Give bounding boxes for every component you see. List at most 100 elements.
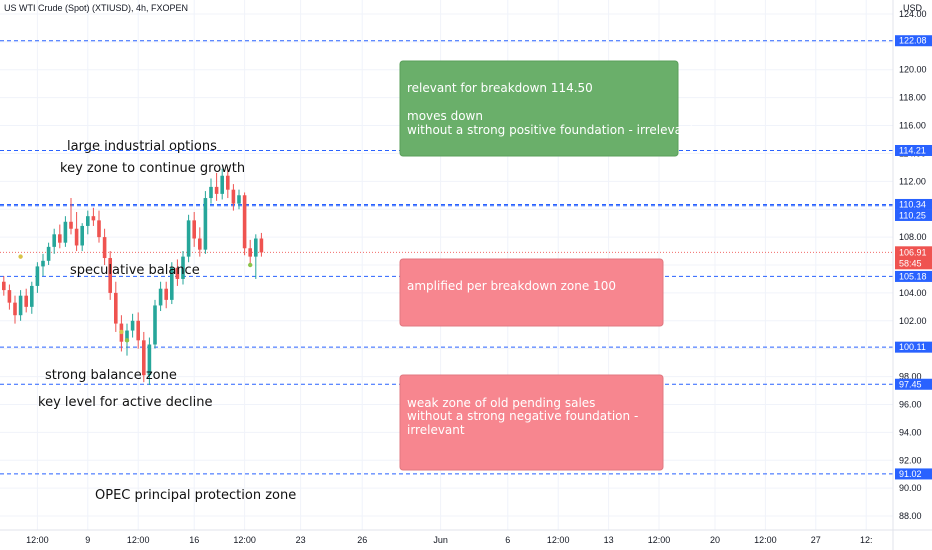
level-price-tag bbox=[895, 378, 932, 390]
price-tick-label: 102.00 bbox=[899, 316, 927, 326]
time-tick-label: 13 bbox=[604, 535, 614, 545]
time-tick-label: 12:00 bbox=[26, 535, 49, 545]
signal-marker bbox=[124, 338, 130, 343]
level-price-tag bbox=[895, 270, 932, 282]
level-price-tag-label: 91.02 bbox=[899, 469, 922, 479]
level-price-tag-label: 100.11 bbox=[899, 342, 926, 352]
price-tick-label: 98.00 bbox=[899, 372, 922, 382]
time-tick-label: 12:00 bbox=[127, 535, 150, 545]
time-tick-label: 26 bbox=[357, 535, 367, 545]
green-note-box[interactable] bbox=[399, 60, 679, 157]
candle-body bbox=[18, 295, 23, 316]
chart-title: US WTI Crude (Spot) (XTIUSD), 4h, FXOPEN bbox=[4, 3, 188, 13]
red-note-box-lower[interactable] bbox=[399, 374, 664, 471]
time-tick-label: 6 bbox=[505, 535, 510, 545]
time-tick-label: 12:00 bbox=[754, 535, 777, 545]
candle-body bbox=[86, 216, 90, 226]
level-price-tag-label: 105.18 bbox=[899, 271, 927, 281]
red-lower-note-line-3: irrelevant bbox=[407, 423, 465, 437]
countdown-timer: 58:45 bbox=[899, 258, 922, 268]
level-price-tag bbox=[895, 341, 932, 353]
level-price-tag-label: 97.45 bbox=[899, 379, 922, 389]
level-price-tag bbox=[895, 468, 932, 480]
candle-body bbox=[58, 234, 62, 243]
candle-body bbox=[242, 195, 247, 249]
annotation-key-zone-growth: key zone to continue growth bbox=[60, 161, 245, 176]
candle-body bbox=[35, 266, 40, 286]
price-tick-label: 88.00 bbox=[899, 511, 922, 521]
signal-marker bbox=[248, 262, 253, 268]
candle-body bbox=[158, 288, 163, 306]
candle-body bbox=[130, 320, 135, 331]
level-lines bbox=[0, 40, 893, 475]
current-price-label: 106.91 bbox=[899, 247, 927, 257]
candle-body bbox=[136, 320, 140, 341]
red-note-box-upper[interactable] bbox=[399, 258, 664, 327]
green-note-line-4: without a strong positive foundation - i… bbox=[407, 123, 695, 137]
annotation-large-industrial-options: large industrial options bbox=[67, 139, 217, 154]
candle-body bbox=[102, 237, 107, 259]
candle-body bbox=[192, 220, 196, 239]
candle-body bbox=[114, 292, 118, 324]
candle-body bbox=[153, 305, 157, 345]
price-tick-label: 116.00 bbox=[899, 121, 926, 131]
candle-body bbox=[186, 220, 191, 257]
candle-body bbox=[164, 288, 168, 300]
time-tick-label: 12:00 bbox=[547, 535, 570, 545]
candle-body bbox=[125, 330, 129, 342]
signal-markers bbox=[18, 254, 253, 343]
red-lower-note-line-1: weak zone of old pending sales bbox=[407, 396, 595, 410]
price-tick-label: 92.00 bbox=[899, 455, 922, 465]
signal-marker bbox=[119, 329, 124, 335]
price-tick-label: 104.00 bbox=[899, 288, 927, 298]
level-price-tag-label: 110.34 bbox=[899, 199, 926, 209]
time-axis[interactable]: 12:00 9 12:00 16 12:00 23 26 Jun 6 12:00 13 12:00 20… bbox=[26, 535, 872, 545]
time-tick-label: 12:00 bbox=[648, 535, 671, 545]
candle-body bbox=[203, 198, 208, 250]
red-lower-note-line-2: without a strong negative foundation - bbox=[407, 409, 638, 423]
candle-body bbox=[259, 238, 264, 253]
candle-body bbox=[198, 238, 202, 250]
candle-body bbox=[231, 189, 236, 204]
price-tick-label: 108.00 bbox=[899, 232, 927, 242]
level-price-tag bbox=[895, 35, 932, 47]
time-tick-label: 16 bbox=[189, 535, 199, 545]
candle-body bbox=[108, 258, 112, 293]
level-price-tag bbox=[895, 144, 932, 156]
price-tick-label: 118.00 bbox=[899, 93, 926, 103]
candle-body bbox=[30, 285, 34, 307]
price-tick-label: 96.00 bbox=[899, 399, 922, 409]
candle-body bbox=[1, 281, 6, 291]
time-tick-label: 9 bbox=[85, 535, 90, 545]
candle-body bbox=[209, 186, 213, 199]
time-tick-label: Jun bbox=[433, 535, 448, 545]
price-tick-label: 124.00 bbox=[899, 9, 927, 19]
note-boxes: relevant for breakdown 114.50 moves down… bbox=[399, 60, 695, 471]
candle-body bbox=[97, 220, 101, 238]
annotations: large industrial options key zone to con… bbox=[38, 139, 296, 503]
candle-body bbox=[63, 221, 68, 243]
time-tick-label: 20 bbox=[710, 535, 720, 545]
level-price-tag-label: 114.21 bbox=[899, 145, 926, 155]
candle-body bbox=[254, 238, 258, 257]
candle-body bbox=[220, 175, 224, 194]
time-tick-label: 12: bbox=[860, 535, 873, 545]
candle-body bbox=[181, 256, 185, 279]
candle-body bbox=[248, 248, 252, 257]
candle-body bbox=[13, 302, 17, 316]
time-tick-label: 23 bbox=[296, 535, 306, 545]
candle-body bbox=[175, 267, 180, 279]
candle-body bbox=[52, 234, 56, 247]
time-tick-label: 27 bbox=[811, 535, 821, 545]
price-tick-label: 112.00 bbox=[899, 176, 926, 186]
candle-body bbox=[80, 225, 84, 246]
level-price-tag-label: 110.25 bbox=[899, 210, 926, 220]
annotation-key-level-decline: key level for active decline bbox=[38, 395, 212, 410]
level-price-tag-label: 122.08 bbox=[899, 36, 927, 46]
candle-body bbox=[142, 340, 146, 376]
candle-body bbox=[74, 228, 79, 246]
level-price-tag bbox=[895, 209, 932, 221]
red-upper-note-line-1: amplified per breakdown zone 100 bbox=[407, 279, 616, 293]
